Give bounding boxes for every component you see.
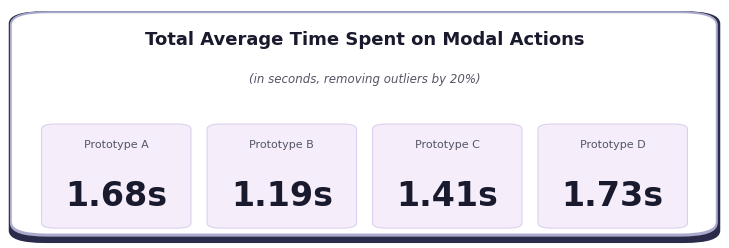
FancyBboxPatch shape xyxy=(373,124,522,228)
Text: 1.68s: 1.68s xyxy=(65,180,168,214)
Text: 1.73s: 1.73s xyxy=(561,180,664,214)
Text: Prototype A: Prototype A xyxy=(84,140,149,150)
Text: (in seconds, removing outliers by 20%): (in seconds, removing outliers by 20%) xyxy=(249,73,480,86)
FancyBboxPatch shape xyxy=(42,124,191,228)
Text: Prototype D: Prototype D xyxy=(580,140,646,150)
FancyBboxPatch shape xyxy=(538,124,687,228)
Text: 1.19s: 1.19s xyxy=(231,180,332,214)
Text: Prototype C: Prototype C xyxy=(415,140,480,150)
FancyBboxPatch shape xyxy=(207,124,356,228)
FancyBboxPatch shape xyxy=(9,11,720,243)
FancyBboxPatch shape xyxy=(11,12,717,236)
Text: Total Average Time Spent on Modal Actions: Total Average Time Spent on Modal Action… xyxy=(145,31,584,49)
Text: 1.41s: 1.41s xyxy=(397,180,498,214)
FancyBboxPatch shape xyxy=(11,12,717,234)
Text: Prototype B: Prototype B xyxy=(249,140,314,150)
